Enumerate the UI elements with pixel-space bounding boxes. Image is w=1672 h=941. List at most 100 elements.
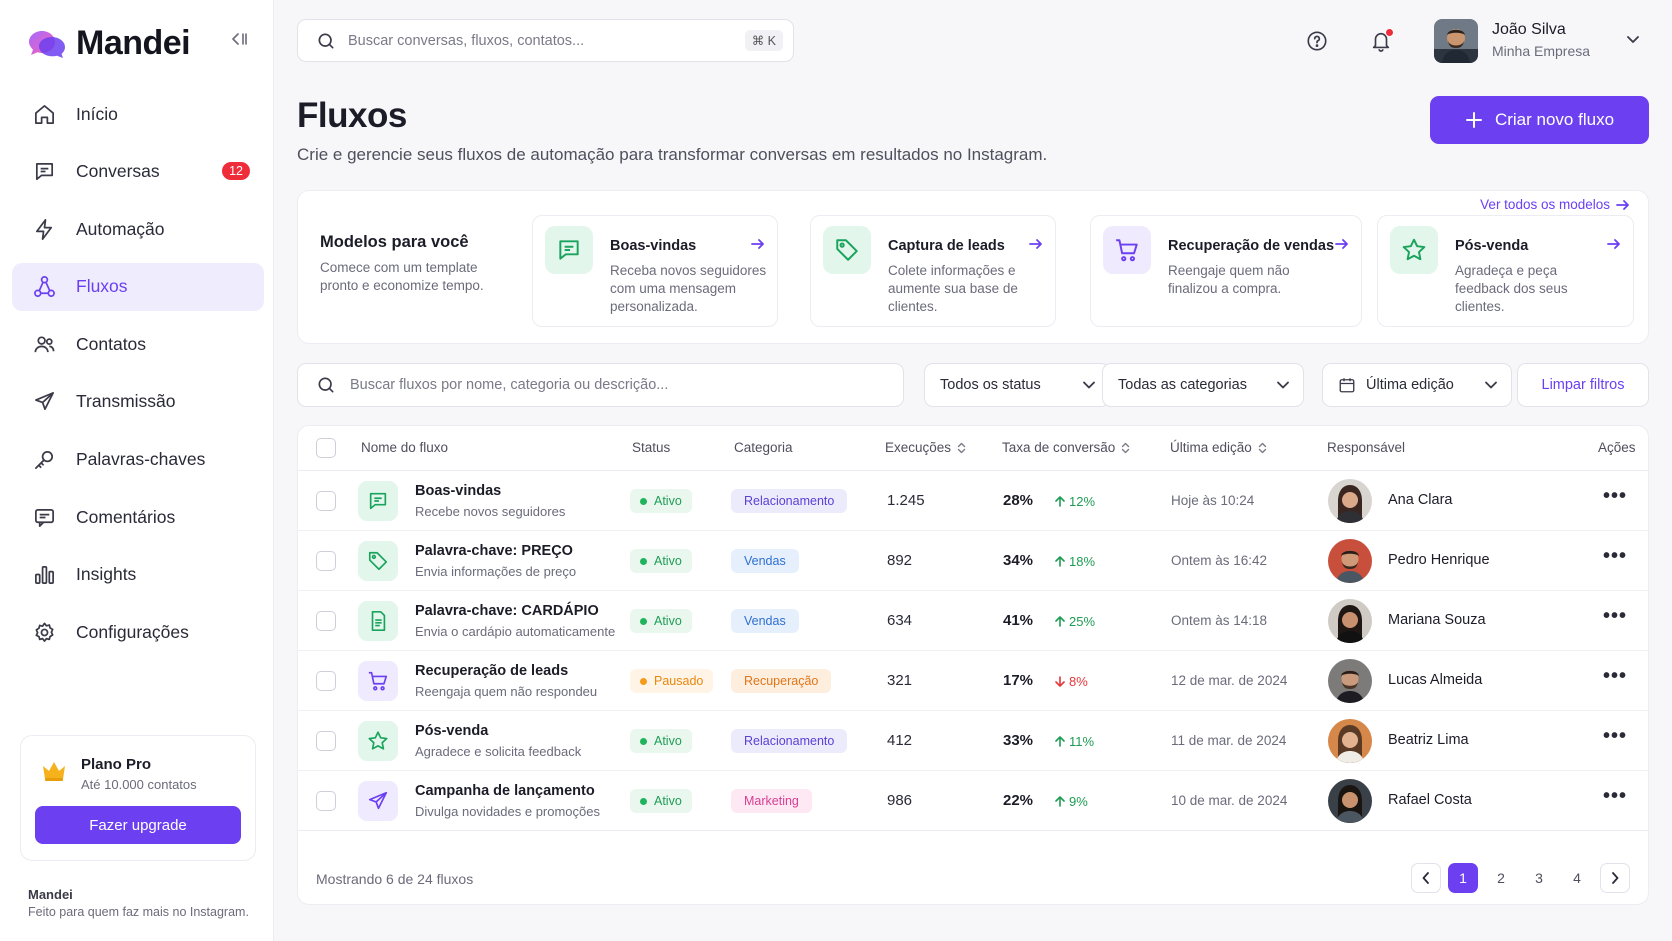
user-name: João Silva xyxy=(1492,21,1566,38)
pagination-page-4[interactable]: 4 xyxy=(1573,870,1581,886)
home-icon xyxy=(32,102,56,126)
executions-value: 986 xyxy=(887,792,913,809)
category-badge: Vendas xyxy=(731,549,799,573)
template-card-captura-leads[interactable]: Captura de leads Colete informações e aum… xyxy=(810,215,1056,327)
brand-name: Mandei xyxy=(76,24,191,62)
sidebar-item-label: Palavras-chaves xyxy=(76,449,206,470)
category-badge: Vendas xyxy=(731,609,799,633)
status-badge: Ativo xyxy=(630,609,692,633)
status-dot xyxy=(640,797,647,805)
table-row[interactable]: Palavra-chave: PREÇO Envia informações d… xyxy=(298,531,1648,591)
category-filter-select[interactable]: Todas as categorias xyxy=(1102,363,1304,407)
row-checkbox[interactable] xyxy=(316,731,336,751)
template-card-recuperacao-vendas[interactable]: Recuperação de vendas Reengaje quem não f… xyxy=(1090,215,1362,327)
arrow-right-icon xyxy=(1029,238,1043,250)
sidebar-item-palavras-chaves[interactable]: Palavras-chaves xyxy=(12,436,264,484)
sidebar-item-contatos[interactable]: Contatos xyxy=(12,320,264,368)
sidebar-item-automacao[interactable]: Automação xyxy=(12,205,264,253)
sidebar-item-transmissao[interactable]: Transmissão xyxy=(12,378,264,426)
sort-select-value: Última edição xyxy=(1366,377,1454,393)
table-row[interactable]: Campanha de lançamento Divulga novidades… xyxy=(298,771,1648,831)
more-actions-icon[interactable]: ••• xyxy=(1603,785,1628,807)
select-all-checkbox[interactable] xyxy=(316,438,336,458)
brand-logo[interactable]: Mandei xyxy=(28,24,191,63)
flow-search-input[interactable]: Buscar fluxos por nome, categoria ou des… xyxy=(297,363,904,407)
flow-name[interactable]: Campanha de lançamento xyxy=(415,783,595,799)
row-checkbox[interactable] xyxy=(316,551,336,571)
sidebar-item-configuracoes[interactable]: Configurações xyxy=(12,608,264,656)
pagination-page-3[interactable]: 3 xyxy=(1535,870,1543,886)
table-row[interactable]: Palavra-chave: CARDÁPIO Envia o cardápio… xyxy=(298,591,1648,651)
category-badge: Marketing xyxy=(731,789,812,813)
row-checkbox[interactable] xyxy=(316,671,336,691)
avatar xyxy=(1328,539,1372,583)
status-filter-select[interactable]: Todos os status xyxy=(924,363,1110,407)
more-actions-icon[interactable]: ••• xyxy=(1603,605,1628,627)
conversion-rate-value: 22% xyxy=(1003,792,1034,809)
collapse-sidebar-icon[interactable] xyxy=(232,32,248,46)
see-all-templates-link[interactable]: Ver todos os modelos xyxy=(1480,197,1630,212)
upgrade-button[interactable]: Fazer upgrade xyxy=(35,806,241,844)
sidebar-nav: Início Conversas 12 Automação Fluxos Con… xyxy=(12,90,264,666)
row-checkbox[interactable] xyxy=(316,791,336,811)
pagination-page-1[interactable]: 1 xyxy=(1448,863,1478,893)
column-last-edit[interactable]: Última edição xyxy=(1170,440,1267,455)
calendar-icon xyxy=(1338,376,1356,394)
gear-icon xyxy=(32,620,56,644)
sidebar-item-comentarios[interactable]: Comentários xyxy=(12,493,264,541)
table-row[interactable]: Pós-venda Agradece e solicita feedback A… xyxy=(298,711,1648,771)
row-checkbox[interactable] xyxy=(316,491,336,511)
sidebar-item-label: Comentários xyxy=(76,506,176,527)
status-badge: Ativo xyxy=(630,729,692,753)
sidebar-item-conversas[interactable]: Conversas 12 xyxy=(12,148,264,196)
flow-name[interactable]: Pós-venda xyxy=(415,723,489,739)
status-dot xyxy=(640,557,647,565)
sort-select[interactable]: Última edição xyxy=(1322,363,1512,407)
pagination-prev-button[interactable] xyxy=(1411,863,1441,893)
global-search-input[interactable]: Buscar conversas, fluxos, contatos... ⌘ … xyxy=(297,19,794,62)
owner-name: Mariana Souza xyxy=(1388,612,1486,628)
help-icon[interactable] xyxy=(1306,30,1328,52)
arrow-down-icon xyxy=(1055,676,1065,687)
footer-brand: Mandei xyxy=(28,887,73,902)
pagination-next-button[interactable] xyxy=(1600,863,1630,893)
plan-card: Plano Pro Até 10.000 contatos Fazer upgr… xyxy=(20,735,256,861)
avatar xyxy=(1328,599,1372,643)
plan-title: Plano Pro xyxy=(81,756,152,773)
sidebar-item-insights[interactable]: Insights xyxy=(12,551,264,599)
avatar xyxy=(1328,479,1372,523)
search-icon xyxy=(316,375,336,395)
flow-name[interactable]: Boas-vindas xyxy=(415,483,502,499)
template-card-boas-vindas[interactable]: Boas-vindas Receba novos seguidores com u… xyxy=(532,215,778,327)
flow-name[interactable]: Palavra-chave: CARDÁPIO xyxy=(415,603,599,619)
owner-name: Rafael Costa xyxy=(1388,792,1472,808)
table-row[interactable]: Recuperação de leads Reengaja quem não r… xyxy=(298,651,1648,711)
sidebar-item-fluxos[interactable]: Fluxos xyxy=(12,262,264,311)
template-title: Captura de leads xyxy=(888,238,1005,254)
pagination-page-2[interactable]: 2 xyxy=(1497,870,1505,886)
flow-icon xyxy=(32,275,56,299)
template-title: Boas-vindas xyxy=(610,238,697,254)
notification-bell-icon[interactable] xyxy=(1370,29,1392,53)
table-row[interactable]: Boas-vindas Recebe novos seguidores Ativ… xyxy=(298,471,1648,531)
flow-name[interactable]: Palavra-chave: PREÇO xyxy=(415,543,573,559)
sidebar-item-label: Transmissão xyxy=(76,391,176,412)
chevron-down-icon[interactable] xyxy=(1626,34,1640,44)
template-title: Recuperação de vendas xyxy=(1168,238,1335,254)
more-actions-icon[interactable]: ••• xyxy=(1603,725,1628,747)
status-label: Ativo xyxy=(654,614,682,628)
user-avatar[interactable] xyxy=(1434,19,1478,63)
row-checkbox[interactable] xyxy=(316,611,336,631)
column-conversion-rate[interactable]: Taxa de conversão xyxy=(1002,440,1130,455)
flow-name[interactable]: Recuperação de leads xyxy=(415,663,569,679)
clear-filters-button[interactable]: Limpar filtros xyxy=(1517,363,1649,407)
more-actions-icon[interactable]: ••• xyxy=(1603,485,1628,507)
more-actions-icon[interactable]: ••• xyxy=(1603,545,1628,567)
sidebar-item-inicio[interactable]: Início xyxy=(12,90,264,138)
star-icon xyxy=(1390,226,1438,274)
create-flow-button[interactable]: Criar novo fluxo xyxy=(1430,96,1649,144)
tag-icon xyxy=(358,541,398,581)
column-executions[interactable]: Execuções xyxy=(885,440,966,455)
template-card-pos-venda[interactable]: Pós-venda Agradeça e peça feedback dos se… xyxy=(1377,215,1634,327)
more-actions-icon[interactable]: ••• xyxy=(1603,665,1628,687)
